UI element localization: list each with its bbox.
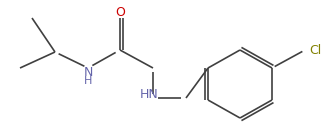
Text: O: O <box>115 6 125 18</box>
Text: H: H <box>84 76 92 86</box>
Text: N: N <box>83 65 93 79</box>
Text: HN: HN <box>140 88 158 102</box>
Text: Cl: Cl <box>309 44 321 56</box>
